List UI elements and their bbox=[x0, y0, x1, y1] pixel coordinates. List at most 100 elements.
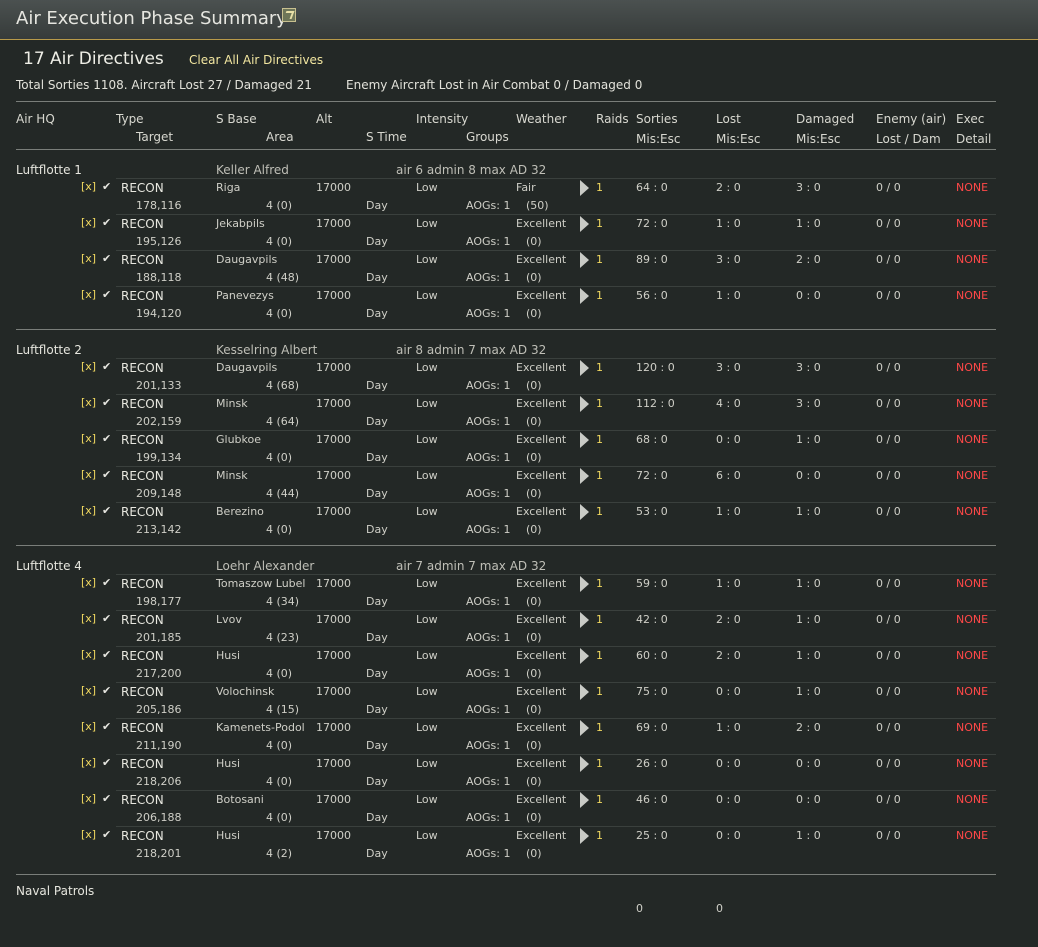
check-icon[interactable]: ✔ bbox=[102, 720, 112, 733]
exec-detail-link[interactable]: NONE bbox=[956, 505, 989, 518]
naval-lost: 0 bbox=[716, 902, 723, 915]
play-arrow-icon[interactable] bbox=[580, 396, 589, 412]
play-arrow-icon[interactable] bbox=[580, 648, 589, 664]
weather: Excellent bbox=[516, 217, 567, 230]
play-arrow-icon[interactable] bbox=[580, 432, 589, 448]
exec-detail-link[interactable]: NONE bbox=[956, 181, 989, 194]
hq-name[interactable]: Luftflotte 2 bbox=[16, 343, 82, 357]
play-arrow-icon[interactable] bbox=[580, 720, 589, 736]
directive-delete-checkbox[interactable]: [x] bbox=[81, 180, 97, 193]
exec-detail-link[interactable]: NONE bbox=[956, 793, 989, 806]
raids-count: 1 bbox=[596, 469, 603, 482]
directive-delete-checkbox[interactable]: [x] bbox=[81, 720, 97, 733]
directive-delete-checkbox[interactable]: [x] bbox=[81, 828, 97, 841]
directive-delete-checkbox[interactable]: [x] bbox=[81, 576, 97, 589]
map-icon[interactable] bbox=[282, 8, 296, 22]
check-icon[interactable]: ✔ bbox=[102, 288, 112, 301]
strike-time: Day bbox=[366, 595, 388, 608]
directive-delete-checkbox[interactable]: [x] bbox=[81, 756, 97, 769]
play-arrow-icon[interactable] bbox=[580, 468, 589, 484]
directive-delete-checkbox[interactable]: [x] bbox=[81, 504, 97, 517]
raids-count: 1 bbox=[596, 505, 603, 518]
directive-delete-checkbox[interactable]: [x] bbox=[81, 288, 97, 301]
directive-delete-checkbox[interactable]: [x] bbox=[81, 396, 97, 409]
play-arrow-icon[interactable] bbox=[580, 360, 589, 376]
weather: Excellent bbox=[516, 757, 567, 770]
exec-detail-link[interactable]: NONE bbox=[956, 217, 989, 230]
enemy-lost-dam: 0 / 0 bbox=[876, 757, 901, 770]
play-arrow-icon[interactable] bbox=[580, 252, 589, 268]
damaged-mis-esc: 0 : 0 bbox=[796, 757, 821, 770]
exec-detail-link[interactable]: NONE bbox=[956, 469, 989, 482]
exec-detail-link[interactable]: NONE bbox=[956, 829, 989, 842]
strike-time: Day bbox=[366, 379, 388, 392]
check-icon[interactable]: ✔ bbox=[102, 576, 112, 589]
lost-mis-esc: 6 : 0 bbox=[716, 469, 741, 482]
directive-delete-checkbox[interactable]: [x] bbox=[81, 612, 97, 625]
clear-all-directives-button[interactable]: Clear All Air Directives bbox=[189, 53, 324, 67]
header-sorties-sub: Mis:Esc bbox=[636, 132, 681, 146]
play-arrow-icon[interactable] bbox=[580, 216, 589, 232]
hq-name[interactable]: Luftflotte 4 bbox=[16, 559, 82, 573]
sorties-mis-esc: 120 : 0 bbox=[636, 361, 675, 374]
check-icon[interactable]: ✔ bbox=[102, 396, 112, 409]
hq-name[interactable]: Luftflotte 1 bbox=[16, 163, 82, 177]
header-lost-sub: Mis:Esc bbox=[716, 132, 761, 146]
lost-mis-esc: 2 : 0 bbox=[716, 649, 741, 662]
check-icon[interactable]: ✔ bbox=[102, 828, 112, 841]
header-s-time: S Time bbox=[366, 130, 407, 144]
target-hex: 198,177 bbox=[136, 595, 182, 608]
raids-count: 1 bbox=[596, 181, 603, 194]
directive-type: RECON bbox=[121, 361, 164, 375]
directive-delete-checkbox[interactable]: [x] bbox=[81, 648, 97, 661]
exec-detail-link[interactable]: NONE bbox=[956, 613, 989, 626]
hq-commander: Kesselring Albert bbox=[216, 343, 318, 357]
check-icon[interactable]: ✔ bbox=[102, 504, 112, 517]
play-arrow-icon[interactable] bbox=[580, 576, 589, 592]
check-icon[interactable]: ✔ bbox=[102, 468, 112, 481]
exec-detail-link[interactable]: NONE bbox=[956, 649, 989, 662]
exec-detail-link[interactable]: NONE bbox=[956, 253, 989, 266]
check-icon[interactable]: ✔ bbox=[102, 792, 112, 805]
play-arrow-icon[interactable] bbox=[580, 180, 589, 196]
directive-delete-checkbox[interactable]: [x] bbox=[81, 792, 97, 805]
enemy-lost-dam: 0 / 0 bbox=[876, 829, 901, 842]
directive-delete-checkbox[interactable]: [x] bbox=[81, 432, 97, 445]
play-arrow-icon[interactable] bbox=[580, 684, 589, 700]
directive-row: [x] ✔ RECON 211,190 Kamenets-Podol 4 (0) 17000… bbox=[0, 718, 1000, 754]
exec-detail-link[interactable]: NONE bbox=[956, 685, 989, 698]
intensity: Low bbox=[416, 577, 438, 590]
check-icon[interactable]: ✔ bbox=[102, 612, 112, 625]
exec-detail-link[interactable]: NONE bbox=[956, 577, 989, 590]
play-arrow-icon[interactable] bbox=[580, 288, 589, 304]
exec-detail-link[interactable]: NONE bbox=[956, 721, 989, 734]
weather-value: (0) bbox=[526, 595, 542, 608]
exec-detail-link[interactable]: NONE bbox=[956, 361, 989, 374]
check-icon[interactable]: ✔ bbox=[102, 180, 112, 193]
directive-delete-checkbox[interactable]: [x] bbox=[81, 684, 97, 697]
exec-detail-link[interactable]: NONE bbox=[956, 433, 989, 446]
directive-delete-checkbox[interactable]: [x] bbox=[81, 216, 97, 229]
directive-delete-checkbox[interactable]: [x] bbox=[81, 360, 97, 373]
exec-detail-link[interactable]: NONE bbox=[956, 397, 989, 410]
directive-type: RECON bbox=[121, 289, 164, 303]
check-icon[interactable]: ✔ bbox=[102, 648, 112, 661]
exec-detail-link[interactable]: NONE bbox=[956, 289, 989, 302]
play-arrow-icon[interactable] bbox=[580, 612, 589, 628]
check-icon[interactable]: ✔ bbox=[102, 432, 112, 445]
play-arrow-icon[interactable] bbox=[580, 504, 589, 520]
check-icon[interactable]: ✔ bbox=[102, 756, 112, 769]
check-icon[interactable]: ✔ bbox=[102, 252, 112, 265]
directive-delete-checkbox[interactable]: [x] bbox=[81, 252, 97, 265]
play-arrow-icon[interactable] bbox=[580, 792, 589, 808]
groups: AOGs: 1 bbox=[466, 415, 511, 428]
exec-detail-link[interactable]: NONE bbox=[956, 757, 989, 770]
play-arrow-icon[interactable] bbox=[580, 756, 589, 772]
check-icon[interactable]: ✔ bbox=[102, 684, 112, 697]
check-icon[interactable]: ✔ bbox=[102, 360, 112, 373]
strike-time: Day bbox=[366, 811, 388, 824]
intensity: Low bbox=[416, 433, 438, 446]
check-icon[interactable]: ✔ bbox=[102, 216, 112, 229]
directive-delete-checkbox[interactable]: [x] bbox=[81, 468, 97, 481]
play-arrow-icon[interactable] bbox=[580, 828, 589, 844]
